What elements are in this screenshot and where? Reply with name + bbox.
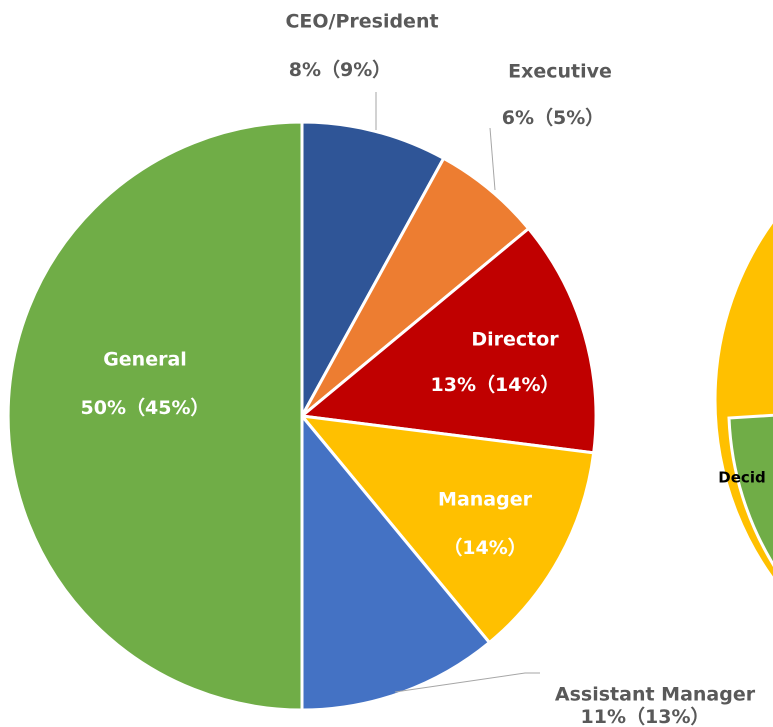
slice-name: Manager bbox=[438, 489, 533, 511]
prior-value-label: （13%） bbox=[626, 705, 709, 727]
prior-value-label: （45%） bbox=[126, 396, 209, 419]
pie-slice bbox=[6, 120, 304, 712]
second-pie-fragment: Decid bbox=[713, 218, 773, 582]
slice-value-label: 11%（13%） bbox=[581, 705, 710, 727]
value-label: 8% bbox=[289, 59, 321, 81]
fragment-label: Decid bbox=[718, 469, 765, 487]
pie bbox=[6, 120, 598, 712]
slice-value-label: 6%（5%） bbox=[502, 106, 605, 129]
pie-slice bbox=[300, 120, 446, 417]
prior-value-label: （14%） bbox=[443, 536, 526, 559]
pie-slice bbox=[300, 411, 492, 712]
slice-name: Executive bbox=[508, 61, 612, 83]
leader-line bbox=[489, 127, 496, 191]
slice-value-label: 50%（45%） bbox=[81, 396, 210, 419]
slice-value-label: 13%（14%） bbox=[431, 373, 560, 396]
pie-slice bbox=[298, 226, 598, 455]
value-label: 6% bbox=[502, 107, 534, 129]
slice-name: Assistant Manager bbox=[555, 684, 756, 706]
value-label: 11% bbox=[581, 706, 626, 727]
fragment-slice bbox=[727, 413, 773, 567]
leader-line bbox=[394, 672, 540, 693]
prior-value-label: （14%） bbox=[476, 373, 559, 396]
prior-value-label: （5%） bbox=[534, 106, 604, 129]
value-label: 13% bbox=[431, 374, 476, 396]
slice-name: General bbox=[103, 349, 187, 371]
slice-value-label: 8%（9%） bbox=[289, 58, 392, 81]
prior-value-label: （9%） bbox=[321, 58, 391, 81]
value-label: 50% bbox=[81, 397, 126, 419]
slice-name: Director bbox=[471, 329, 559, 351]
slice-value-label: （14%） bbox=[443, 536, 526, 559]
fragment-slice bbox=[713, 218, 773, 582]
slice-name: CEO/President bbox=[285, 11, 438, 33]
pie-slice bbox=[298, 414, 596, 645]
